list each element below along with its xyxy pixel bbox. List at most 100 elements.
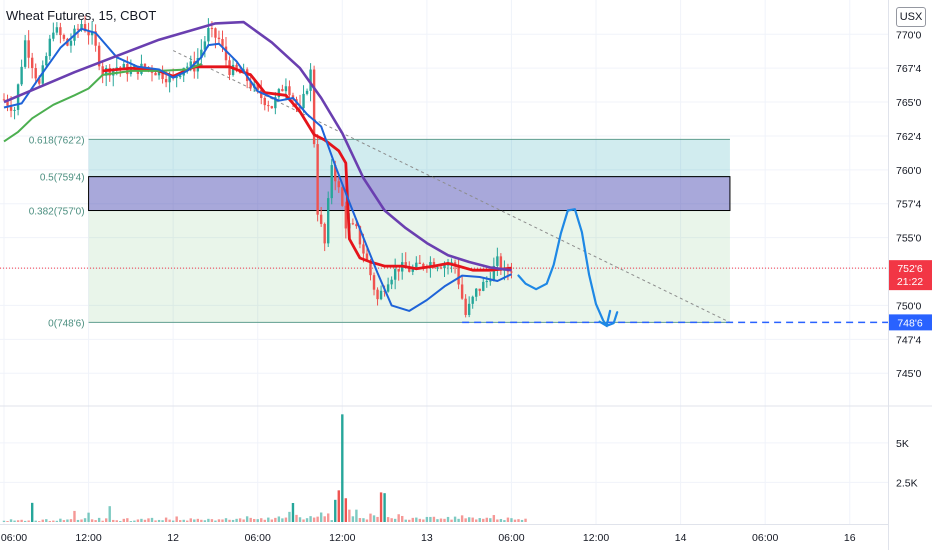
candle <box>393 269 397 280</box>
candle <box>386 284 390 292</box>
candle <box>83 24 87 32</box>
volume-bar <box>207 518 210 522</box>
candle <box>210 28 214 30</box>
volume-bar <box>450 519 453 522</box>
volume-bar <box>319 512 323 522</box>
volume-bar <box>372 515 376 522</box>
volume-bar <box>73 510 76 522</box>
candle <box>224 46 228 61</box>
price-tick: 757'4 <box>896 199 922 211</box>
moving-average-red <box>102 65 512 272</box>
candle <box>334 165 337 182</box>
volume-bar <box>489 518 492 522</box>
volume-bar <box>503 520 506 522</box>
volume-bar <box>147 518 150 522</box>
candle <box>23 40 27 67</box>
candle <box>309 69 312 91</box>
volume-bar <box>404 519 407 522</box>
candle <box>358 226 362 245</box>
volume-bar <box>27 520 30 522</box>
volume-bar <box>355 509 358 522</box>
candle <box>369 260 372 276</box>
candle <box>439 267 443 269</box>
candle <box>446 264 450 266</box>
volume-bar <box>302 519 305 522</box>
volume-bar <box>242 519 245 522</box>
price-tick: 750'0 <box>896 300 922 312</box>
volume-bar <box>66 519 69 522</box>
volume-bar <box>228 519 231 522</box>
volume-bar <box>453 516 457 522</box>
volume-bar <box>235 518 238 522</box>
volume-bar <box>200 519 203 522</box>
volume-bar <box>334 499 337 522</box>
candle <box>457 265 460 285</box>
currency-button[interactable]: USX <box>896 7 926 27</box>
candle <box>341 187 344 206</box>
time-tick: 12:00 <box>583 532 609 544</box>
volume-bar <box>284 517 288 522</box>
time-tick: 06:00 <box>498 532 524 544</box>
volume-bar <box>45 519 48 522</box>
candle <box>365 253 369 261</box>
volume-bar <box>16 520 20 522</box>
volume-bar <box>97 517 101 522</box>
time-tick: 13 <box>421 532 433 544</box>
candle <box>362 244 365 254</box>
candle <box>231 64 235 75</box>
volume-bar <box>203 520 207 522</box>
candle <box>52 32 55 39</box>
volume-bar <box>101 520 104 522</box>
candle <box>256 84 259 90</box>
time-tick: 14 <box>675 532 687 544</box>
target-price-badge <box>889 314 932 331</box>
time-tick: 06:00 <box>245 532 271 544</box>
volume-bar <box>376 516 379 522</box>
volume-bar <box>122 518 126 522</box>
candle <box>397 269 400 272</box>
candle <box>390 279 393 285</box>
candle <box>2 99 6 101</box>
volume-bar <box>298 517 302 522</box>
volume-bar <box>249 517 252 522</box>
volume-bar <box>401 515 404 522</box>
candle <box>372 275 376 290</box>
volume-bar <box>87 512 90 522</box>
candle <box>221 39 224 47</box>
candle <box>404 262 407 268</box>
volume-bar <box>221 519 224 522</box>
candle <box>13 109 16 111</box>
volume-bar <box>383 493 386 522</box>
candle <box>376 289 379 300</box>
volume-bar <box>238 518 242 522</box>
candle <box>143 63 147 67</box>
candle <box>38 78 41 84</box>
time-tick: 12 <box>167 532 179 544</box>
volume-bar <box>513 519 517 522</box>
volume-bar <box>365 519 369 522</box>
price-tick: 760'0 <box>896 165 922 177</box>
candle <box>175 77 178 79</box>
volume-bar <box>291 503 295 522</box>
candle <box>330 165 333 199</box>
volume-bar <box>295 514 298 522</box>
volume-bar <box>467 517 471 522</box>
candle <box>284 86 288 92</box>
volume-bar <box>9 519 13 522</box>
candle <box>422 263 425 268</box>
moving-average-green <box>3 63 202 143</box>
volume-bar <box>351 516 355 522</box>
arrow-head <box>598 309 612 328</box>
candle <box>214 28 217 38</box>
volume-bar <box>475 519 478 522</box>
volume-bar <box>6 521 9 522</box>
time-tick: 12:00 <box>75 532 101 544</box>
candle <box>108 67 111 76</box>
volume-bar <box>189 518 192 522</box>
candle <box>27 40 30 58</box>
candle <box>62 35 66 39</box>
time-tick: 16 <box>844 532 856 544</box>
candle <box>408 267 411 272</box>
volume-bar <box>281 518 284 522</box>
